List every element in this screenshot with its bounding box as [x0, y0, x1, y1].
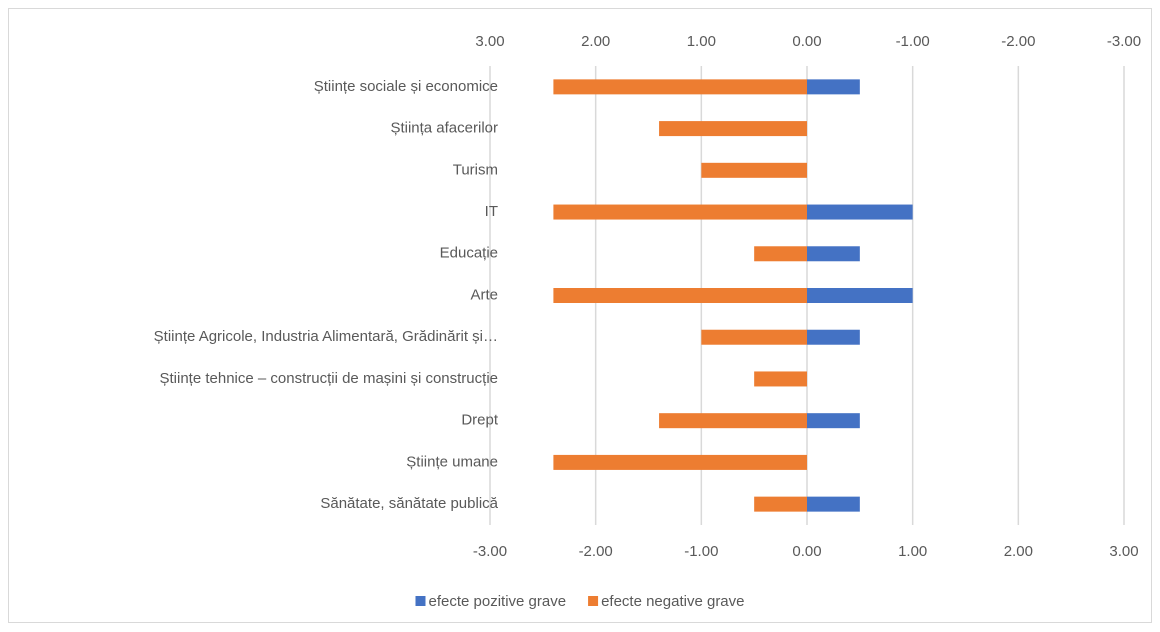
x-tick-label: -2.00: [579, 543, 613, 560]
legend-label: efecte negative grave: [601, 593, 744, 610]
y-tick-label: Turism: [453, 161, 498, 178]
bar: [807, 79, 860, 95]
bar: [754, 371, 807, 387]
y-tick-label: Științe tehnice – construcții de mașini …: [160, 370, 499, 387]
bar: [701, 329, 807, 345]
legend-label: efecte pozitive grave: [428, 593, 566, 610]
bar: [659, 121, 807, 137]
y-tick-label: Sănătate, sănătate publică: [320, 495, 498, 512]
bar: [807, 288, 913, 303]
x-tick-label: 2.00: [1004, 543, 1033, 560]
bar: [553, 79, 807, 95]
bar: [553, 288, 807, 303]
bar: [659, 413, 807, 429]
chart-border: [8, 8, 1152, 623]
bar: [701, 162, 807, 178]
bar: [553, 204, 807, 220]
x2-tick-label: 3.00: [475, 33, 504, 50]
bar: [807, 329, 860, 345]
y-tick-label: Științe umane: [406, 453, 498, 470]
x-tick-label: -1.00: [684, 543, 718, 560]
y-tick-label: Științe sociale și economice: [314, 78, 498, 95]
y-tick-label: Arte: [470, 286, 498, 303]
bar: [553, 454, 807, 470]
x2-tick-label: 0.00: [792, 33, 821, 50]
y-tick-label: IT: [485, 203, 498, 220]
x-tick-label: -3.00: [473, 543, 507, 560]
y-tick-label: Educație: [440, 245, 498, 262]
bar: [807, 204, 913, 220]
legend-swatch: [588, 596, 599, 606]
bar: [807, 413, 860, 429]
x2-tick-label: 1.00: [687, 33, 716, 50]
x-tick-label: 1.00: [898, 543, 927, 560]
x2-tick-label: -2.00: [1001, 33, 1035, 50]
x2-tick-label: -1.00: [896, 33, 930, 50]
y-tick-label: Știința afacerilor: [390, 120, 498, 137]
bar: [754, 246, 807, 262]
x2-tick-label: 2.00: [581, 33, 610, 50]
bar: [807, 246, 860, 262]
bar: [754, 496, 807, 512]
x-tick-label: 0.00: [792, 543, 821, 560]
bar: [807, 496, 860, 512]
y-tick-label: Științe Agricole, Industria Alimentară, …: [154, 328, 498, 345]
y-tick-label: Drept: [461, 412, 499, 429]
x2-tick-label: -3.00: [1107, 33, 1141, 50]
legend-swatch: [415, 596, 426, 606]
x-tick-label: 3.00: [1109, 543, 1138, 560]
